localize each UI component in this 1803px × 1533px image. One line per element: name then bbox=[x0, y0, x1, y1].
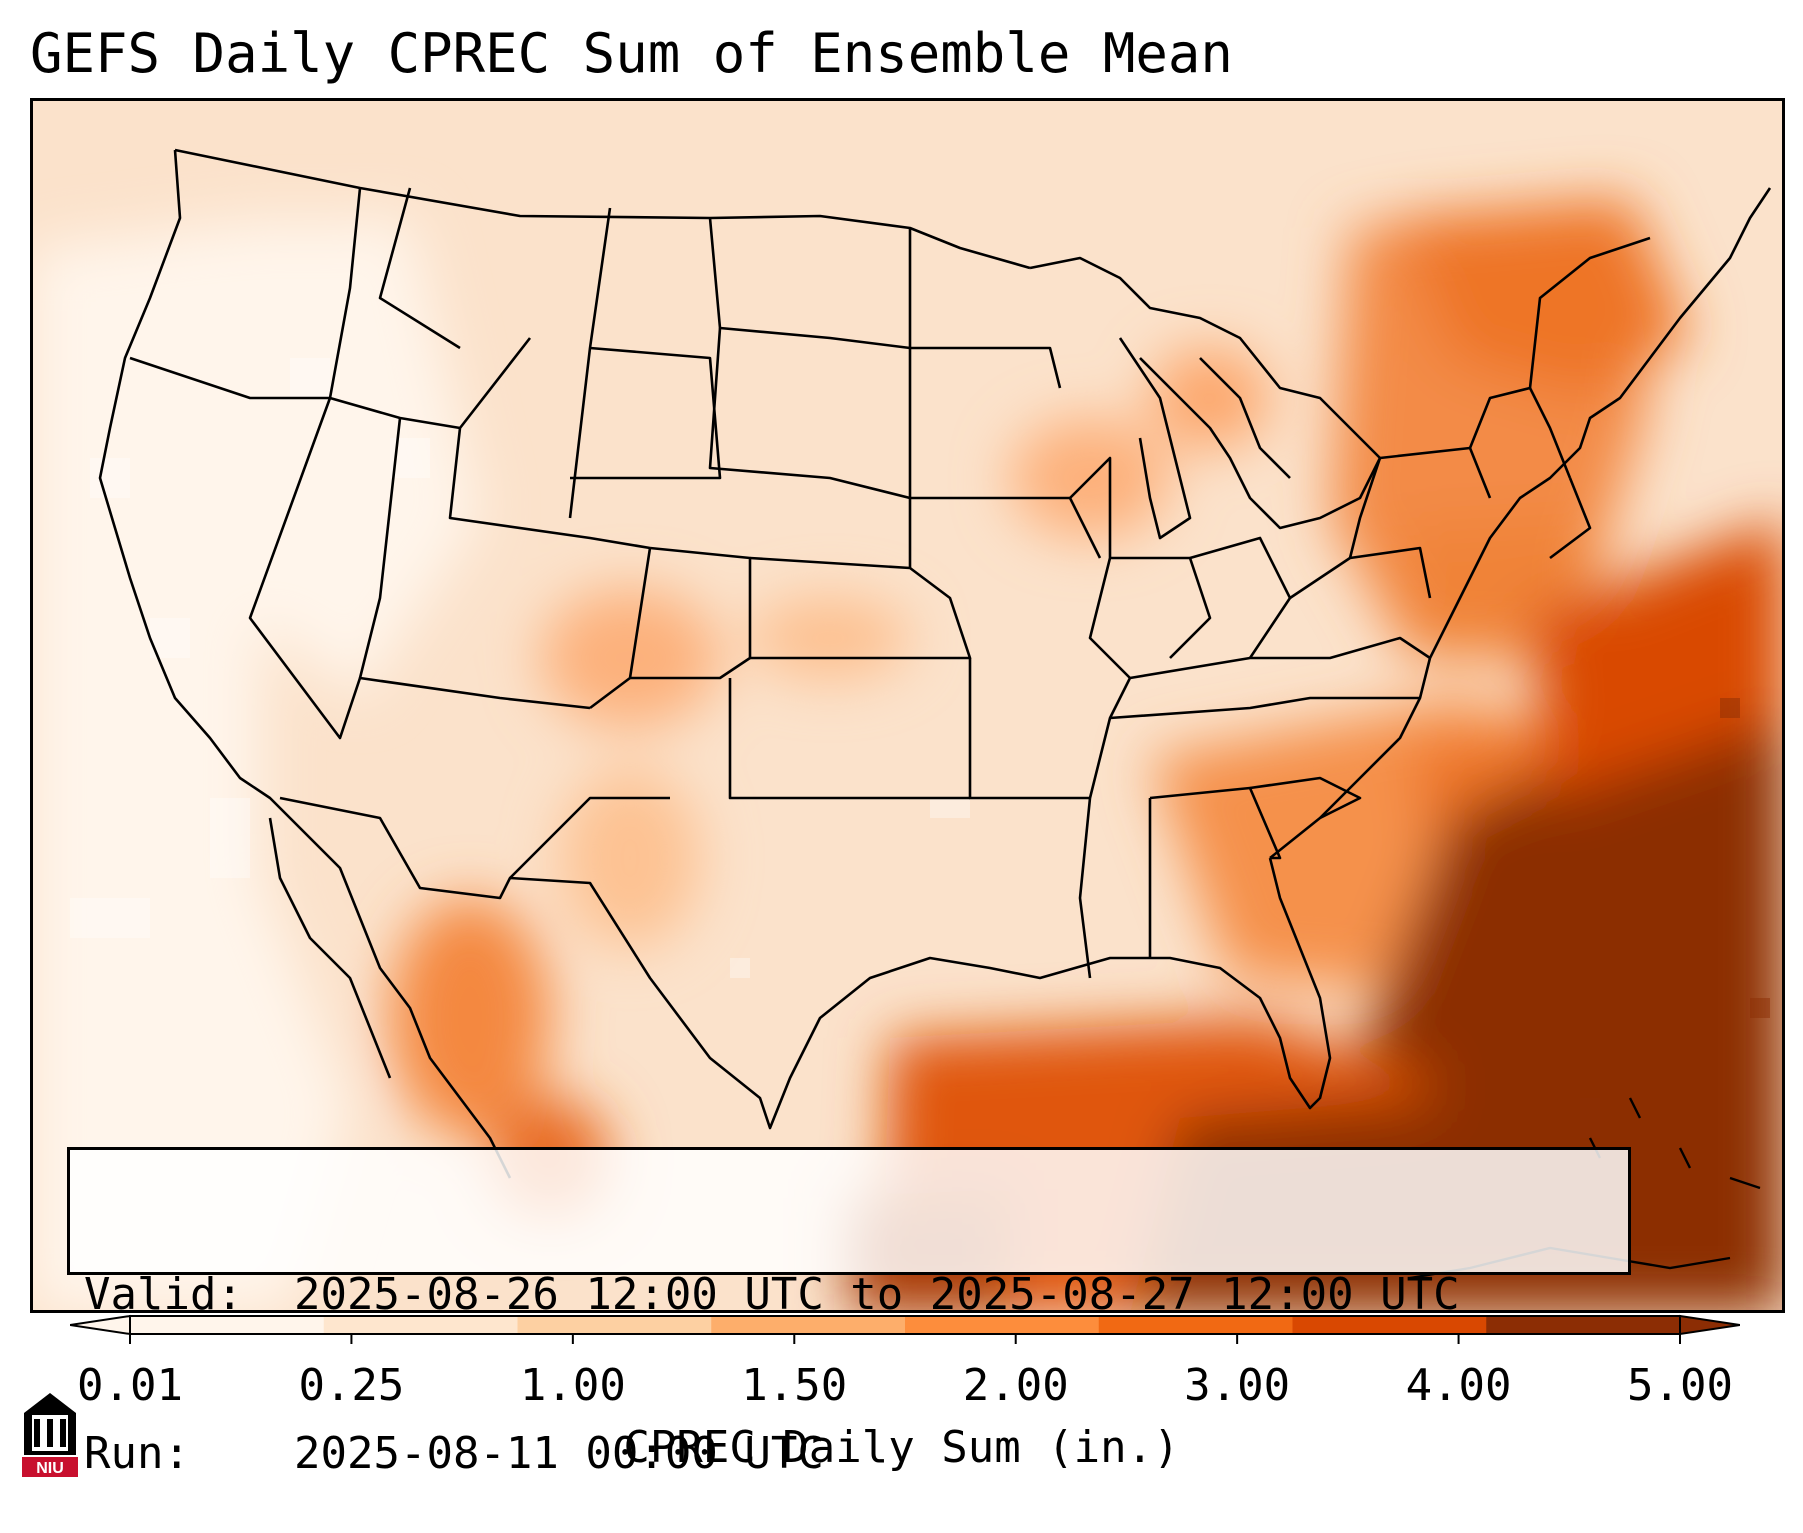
colorbar-segment bbox=[905, 1316, 1100, 1334]
precip-grid-texture-dark bbox=[1580, 698, 1770, 1138]
colorbar-label: CPREC Daily Sum (in.) bbox=[623, 1422, 1180, 1473]
colorbar-segment bbox=[711, 1316, 906, 1334]
valid-value: 2025-08-26 12:00 UTC to 2025-08-27 12:00… bbox=[294, 1269, 1460, 1320]
run-value: 2025-08-11 00:00 UTC bbox=[294, 1428, 824, 1479]
colorbar-segment bbox=[323, 1316, 518, 1334]
colorbar-tick-label: 4.00 bbox=[1405, 1360, 1512, 1411]
colorbar-tick-label: 5.00 bbox=[1627, 1360, 1733, 1411]
colorbar-segment bbox=[1098, 1316, 1293, 1334]
colorbar-outline bbox=[129, 1315, 1681, 1335]
colorbar-tick-label: 2.00 bbox=[962, 1360, 1069, 1411]
niu-logo-band bbox=[22, 1457, 78, 1477]
colorbar bbox=[70, 1314, 1740, 1344]
colorbar-tick-labels: 0.01 0.25 1.00 1.50 2.00 3.00 4.00 5.00 bbox=[0, 1360, 1803, 1416]
colorbar-max-arrow bbox=[1679, 1314, 1740, 1336]
valid-time-box: Valid: 2025-08-26 12:00 UTC to 2025-08-27… bbox=[67, 1147, 1631, 1479]
niu-logo: NIU bbox=[22, 1393, 78, 1477]
map-frame bbox=[30, 98, 1785, 1313]
colorbar-min-arrow bbox=[70, 1314, 131, 1336]
colorbar-tick-label: 0.01 bbox=[77, 1360, 183, 1411]
colorbar-tick-label: 1.50 bbox=[741, 1360, 848, 1411]
colorbar-segment bbox=[517, 1316, 712, 1334]
colorbar-tick-label: 1.00 bbox=[519, 1360, 626, 1411]
colorbar-segment bbox=[130, 1316, 325, 1334]
valid-label: Valid: bbox=[84, 1269, 243, 1320]
colorbar-tick-label: 0.25 bbox=[298, 1360, 405, 1411]
niu-logo-text: NIU bbox=[36, 1460, 64, 1477]
run-row: Run: 2025-08-11 00:00 UTC bbox=[84, 1427, 1628, 1480]
run-label: Run: bbox=[84, 1428, 190, 1479]
colorbar-segment bbox=[1292, 1316, 1487, 1334]
precip-map bbox=[30, 98, 1785, 1313]
colorbar-tick-label: 3.00 bbox=[1184, 1360, 1291, 1411]
chart-title: GEFS Daily CPREC Sum of Ensemble Mean bbox=[30, 22, 1233, 85]
valid-row: Valid: 2025-08-26 12:00 UTC to 2025-08-27… bbox=[84, 1268, 1628, 1321]
coastlines-and-borders bbox=[98, 148, 1772, 1179]
colorbar-segment bbox=[1486, 1316, 1681, 1334]
